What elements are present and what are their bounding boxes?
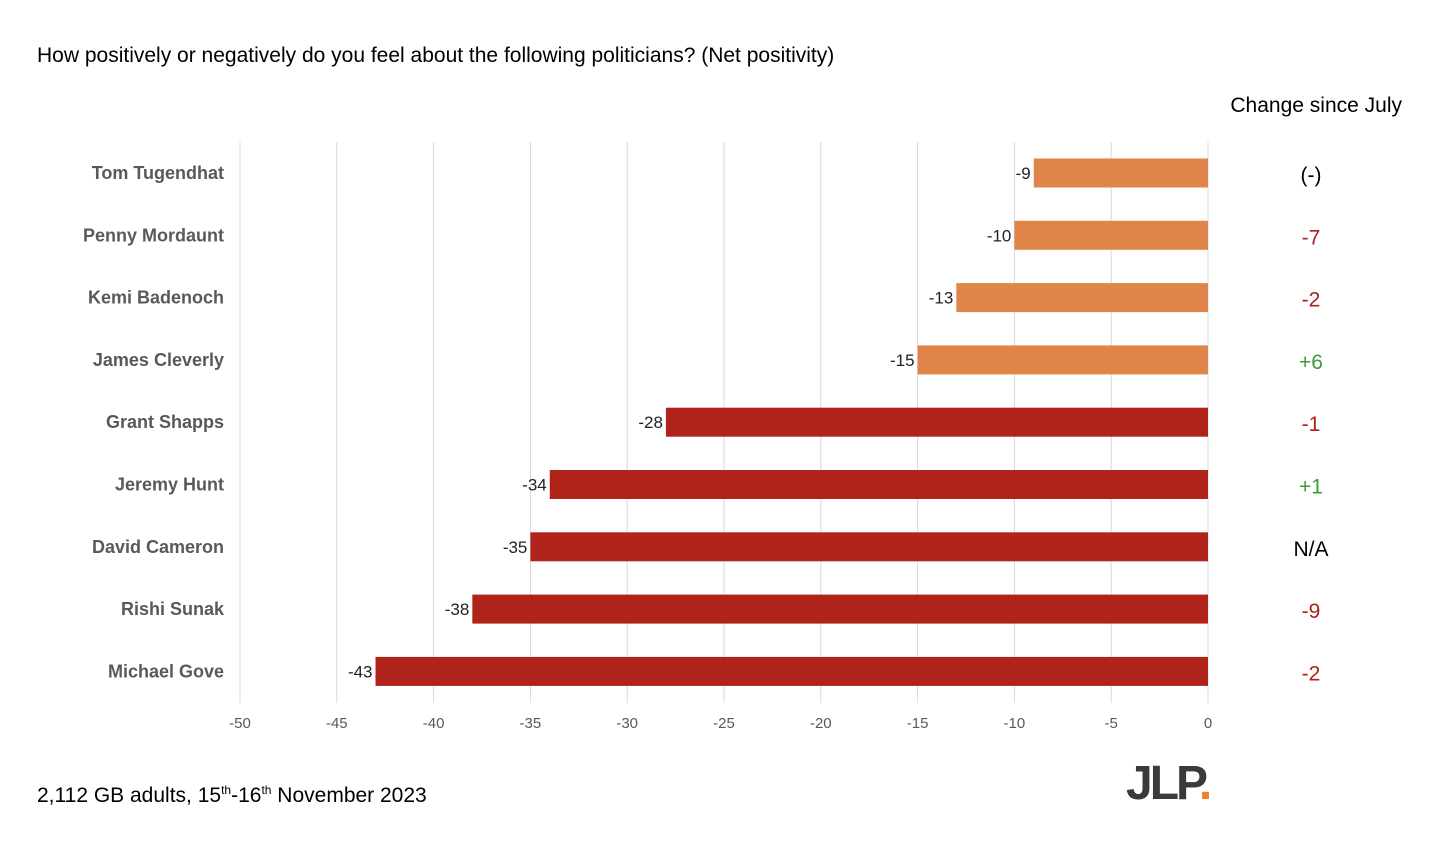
- bar: [956, 283, 1208, 313]
- data-label: -15: [890, 351, 915, 370]
- bar: [665, 407, 1208, 437]
- x-tick-label: -10: [1004, 715, 1026, 732]
- x-tick-label: -50: [229, 715, 251, 732]
- x-tick-label: -30: [616, 715, 638, 732]
- data-label: -28: [638, 413, 663, 432]
- data-label: -34: [522, 476, 547, 495]
- change-since-july-value: -7: [1302, 226, 1321, 249]
- category-label: Tom Tugendhat: [92, 163, 224, 183]
- change-since-july-value: -9: [1302, 600, 1321, 623]
- category-label: James Cleverly: [93, 350, 224, 370]
- data-label: -43: [348, 662, 373, 681]
- chart-title: How positively or negatively do you feel…: [37, 44, 835, 67]
- category-label: Penny Mordaunt: [83, 225, 224, 245]
- category-label: David Cameron: [92, 537, 224, 557]
- category-label: Kemi Badenoch: [88, 288, 224, 308]
- category-label: Rishi Sunak: [121, 599, 225, 619]
- bar: [375, 656, 1208, 686]
- x-tick-label: -25: [713, 715, 735, 732]
- x-tick-label: -40: [423, 715, 445, 732]
- bar: [1014, 220, 1208, 250]
- data-label: -10: [987, 226, 1012, 245]
- data-label: -38: [445, 600, 470, 619]
- bar: [917, 345, 1208, 375]
- category-label: Michael Gove: [108, 661, 224, 681]
- bar: [1033, 158, 1208, 188]
- category-label: Jeremy Hunt: [115, 475, 224, 495]
- change-since-july-value: N/A: [1293, 538, 1328, 561]
- bar: [549, 470, 1208, 499]
- data-label: -9: [1016, 164, 1031, 183]
- change-since-july-value: +1: [1299, 476, 1323, 499]
- x-tick-label: -45: [326, 715, 348, 732]
- sample-footnote: 2,112 GB adults, 15th-16th November 2023: [37, 783, 427, 807]
- category-label: Grant Shapps: [106, 412, 224, 432]
- data-label: -35: [503, 538, 528, 557]
- change-since-july-value: +6: [1299, 351, 1323, 374]
- data-label: -13: [929, 289, 954, 308]
- x-tick-label: -5: [1105, 715, 1118, 732]
- x-tick-label: 0: [1204, 715, 1212, 732]
- change-since-july-value: -2: [1302, 662, 1321, 685]
- bar: [472, 594, 1208, 624]
- change-since-july-header: Change since July: [1230, 94, 1402, 117]
- x-tick-label: -20: [810, 715, 832, 732]
- change-since-july-value: -2: [1302, 289, 1321, 312]
- change-since-july-value: -1: [1302, 413, 1321, 436]
- change-since-july-value: (-): [1301, 164, 1322, 187]
- x-tick-label: -35: [520, 715, 542, 732]
- jlp-logo: JLP.: [1126, 757, 1212, 810]
- bar: [530, 532, 1208, 562]
- x-tick-label: -15: [907, 715, 929, 732]
